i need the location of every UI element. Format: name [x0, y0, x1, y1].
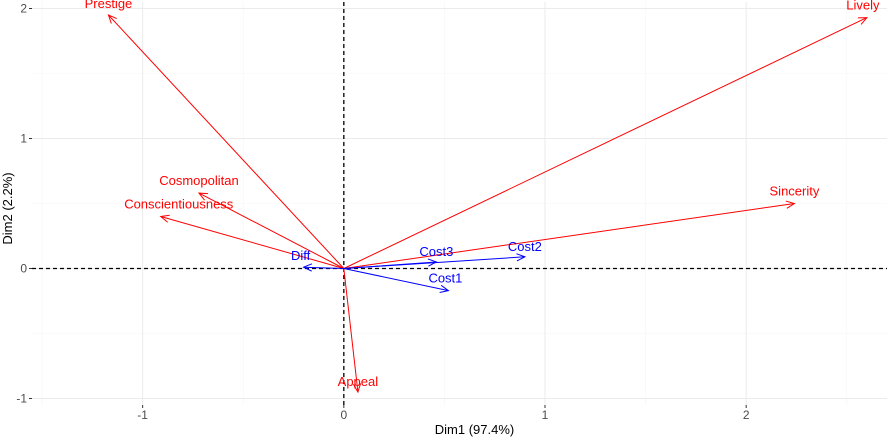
vector-line-appeal [343, 268, 359, 393]
y-tick-label: 2 [20, 2, 27, 16]
vector-conscientiousness: Conscientiousness [124, 197, 344, 269]
arrowhead-diff [302, 263, 313, 272]
vector-label-sincerity: Sincerity [770, 184, 820, 199]
variable-vectors: Prestige Lively Cosmopolitan Conscientiousn… [85, 0, 880, 394]
vector-label-cost2: Cost2 [508, 239, 542, 254]
vector-cost2: Cost2 [343, 239, 542, 269]
x-tick-label: 2 [743, 408, 750, 422]
vector-lively: Lively [343, 0, 880, 269]
y-axis-title: Dim2 (2.2%) [0, 172, 15, 244]
arrowhead-cosmopolitan [197, 192, 208, 201]
y-axis-ticks: -1 0 1 2 [16, 2, 32, 406]
y-tick-label: -1 [16, 392, 27, 406]
vector-cost1: Cost1 [343, 268, 462, 293]
vector-label-conscientiousness: Conscientiousness [124, 197, 234, 212]
reference-lines [32, 2, 887, 405]
vector-label-cosmopolitan: Cosmopolitan [159, 173, 239, 188]
vector-label-cost1: Cost1 [428, 271, 462, 286]
arrowhead-cost2 [516, 253, 527, 262]
vector-line-prestige [108, 14, 345, 269]
grid-minor [32, 2, 887, 405]
arrowhead-conscientiousness [159, 214, 170, 223]
vector-line-lively [343, 17, 868, 269]
vector-diff: Diff [291, 248, 344, 272]
arrowhead-cost3 [427, 258, 438, 267]
vector-sincerity: Sincerity [343, 184, 820, 269]
vector-cosmopolitan: Cosmopolitan [159, 173, 345, 269]
y-tick-label: 1 [20, 132, 27, 146]
vector-prestige: Prestige [85, 0, 345, 269]
vector-line-cost1 [343, 268, 449, 292]
vector-line-cost2 [343, 256, 525, 269]
x-axis-title: Dim1 (97.4%) [435, 422, 514, 437]
vector-label-lively: Lively [846, 0, 880, 13]
x-tick-label: 0 [340, 408, 347, 422]
vector-line-diff [303, 266, 344, 269]
arrowhead-prestige [107, 14, 117, 24]
x-axis-ticks: -1 0 1 2 [137, 405, 750, 422]
arrowhead-sincerity [785, 200, 796, 209]
vector-label-diff: Diff [291, 248, 311, 263]
x-tick-label: 1 [542, 408, 549, 422]
vector-label-cost3: Cost3 [419, 244, 453, 259]
arrowhead-appeal [352, 383, 362, 394]
y-tick-label: 0 [20, 262, 27, 276]
vector-label-appeal: Appeal [338, 374, 379, 389]
arrowhead-lively [857, 17, 868, 25]
vector-appeal: Appeal [338, 268, 379, 394]
vector-line-sincerity [343, 203, 795, 269]
vector-line-cosmopolitan [198, 192, 345, 269]
x-tick-label: -1 [137, 408, 148, 422]
vector-label-prestige: Prestige [85, 0, 133, 11]
vector-line-conscientiousness [160, 216, 344, 269]
arrowhead-cost1 [439, 284, 450, 293]
